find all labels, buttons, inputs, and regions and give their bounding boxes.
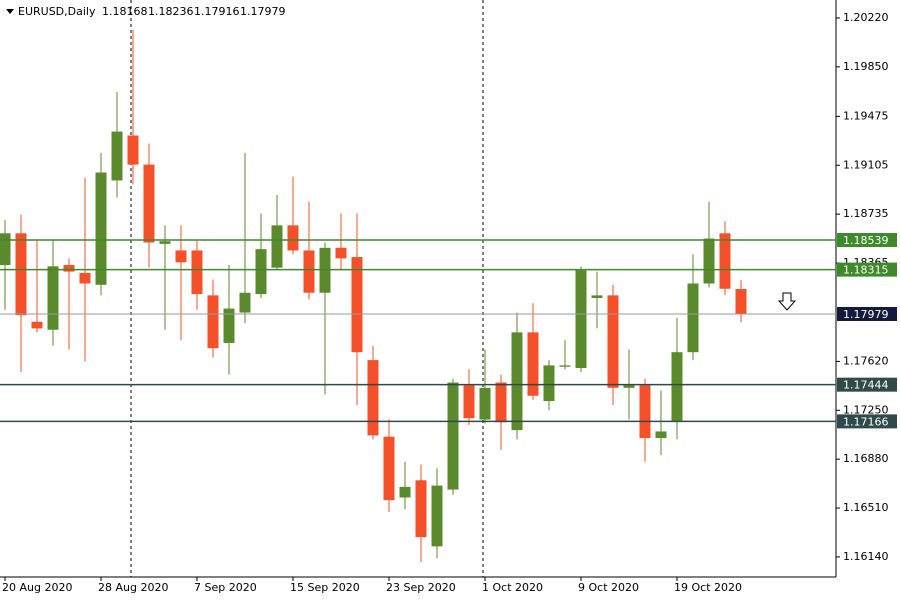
candle-body xyxy=(687,283,699,353)
candle-body xyxy=(367,360,379,436)
candle-body xyxy=(335,247,347,259)
candle-body xyxy=(79,272,91,284)
y-tick-label: 1.16510 xyxy=(843,501,889,514)
candle-body xyxy=(239,292,251,313)
x-tick-label: 1 Oct 2020 xyxy=(482,581,543,594)
candle-body xyxy=(63,264,75,272)
level-label: 1.17444 xyxy=(843,379,889,392)
candle-body xyxy=(255,249,267,295)
candle-body xyxy=(463,385,475,419)
candle-body xyxy=(591,295,603,299)
sell-arrow xyxy=(777,292,797,311)
header: EURUSD,Daily 1.18168 1.18236 1.17916 1.1… xyxy=(6,5,286,18)
candle-body xyxy=(399,486,411,498)
symbol: EURUSD,Daily xyxy=(18,5,96,18)
y-tick-label: 1.18735 xyxy=(843,207,889,220)
level-tag xyxy=(837,377,897,392)
y-tick-label: 1.16140 xyxy=(843,550,889,563)
candle-body xyxy=(479,387,491,420)
y-tick-label: 1.19475 xyxy=(843,109,889,122)
quote-high: 1.18236 xyxy=(148,5,194,18)
level-tag xyxy=(837,233,897,248)
candle-body xyxy=(495,382,507,423)
quote-open: 1.18168 xyxy=(102,5,148,18)
candle-body xyxy=(575,270,587,369)
quote-low: 1.17916 xyxy=(194,5,240,18)
x-tick-label: 20 Aug 2020 xyxy=(2,581,72,594)
x-tick-label: 28 Aug 2020 xyxy=(98,581,168,594)
x-tick-label: 23 Sep 2020 xyxy=(386,581,456,594)
candle-body xyxy=(719,233,731,289)
candle-body xyxy=(0,233,11,265)
candle-body xyxy=(111,131,123,181)
x-tick-label: 7 Sep 2020 xyxy=(194,581,257,594)
level-tag xyxy=(837,262,897,277)
candle-body xyxy=(287,225,299,251)
candle-body xyxy=(383,436,395,501)
candle-body xyxy=(159,241,171,244)
candle-body xyxy=(207,295,219,349)
candle-body xyxy=(271,225,283,268)
candle-body xyxy=(127,135,139,165)
candle-body xyxy=(431,485,443,547)
candle-body xyxy=(95,172,107,285)
candle-body xyxy=(559,365,571,367)
x-tick-label: 19 Oct 2020 xyxy=(674,581,742,594)
candle-body xyxy=(527,332,539,396)
candle-body xyxy=(15,233,27,316)
menu-triangle[interactable] xyxy=(6,9,14,14)
x-tick-label: 15 Sep 2020 xyxy=(290,581,360,594)
level-label: 1.18315 xyxy=(843,264,889,277)
plot xyxy=(0,29,747,563)
level-tag xyxy=(837,306,897,321)
y-tick-label: 1.16880 xyxy=(843,452,889,465)
x-tick-label: 9 Oct 2020 xyxy=(578,581,639,594)
candle-body xyxy=(735,289,747,314)
y-tick-label: 1.20220 xyxy=(843,11,889,24)
candle-body xyxy=(623,385,635,388)
candle-body xyxy=(351,257,363,353)
level-label: 1.18539 xyxy=(843,234,889,247)
level-label: 1.17979 xyxy=(843,308,889,321)
candle-body xyxy=(415,480,427,538)
quote-close: 1.17979 xyxy=(240,5,286,18)
y-tick-label: 1.17250 xyxy=(843,403,889,416)
y-tick-label: 1.17620 xyxy=(843,354,889,367)
candle-body xyxy=(703,238,715,284)
candle-body xyxy=(543,365,555,402)
candle-body xyxy=(223,308,235,343)
candle-body xyxy=(607,295,619,388)
level-tag xyxy=(837,414,897,429)
candle-body xyxy=(655,431,667,439)
candle-body xyxy=(191,250,203,295)
candle-body xyxy=(31,321,43,329)
level-label: 1.17166 xyxy=(843,415,889,428)
y-tick-label: 1.19105 xyxy=(843,158,889,171)
y-tick-label: 1.19850 xyxy=(843,60,889,73)
candle-body xyxy=(639,385,651,439)
candle-body xyxy=(143,164,155,243)
candle-body xyxy=(47,266,59,330)
candle-body xyxy=(671,352,683,421)
candle-body xyxy=(447,382,459,490)
candle-body xyxy=(175,250,187,263)
candle-body xyxy=(303,250,315,293)
candle-body xyxy=(511,332,523,431)
